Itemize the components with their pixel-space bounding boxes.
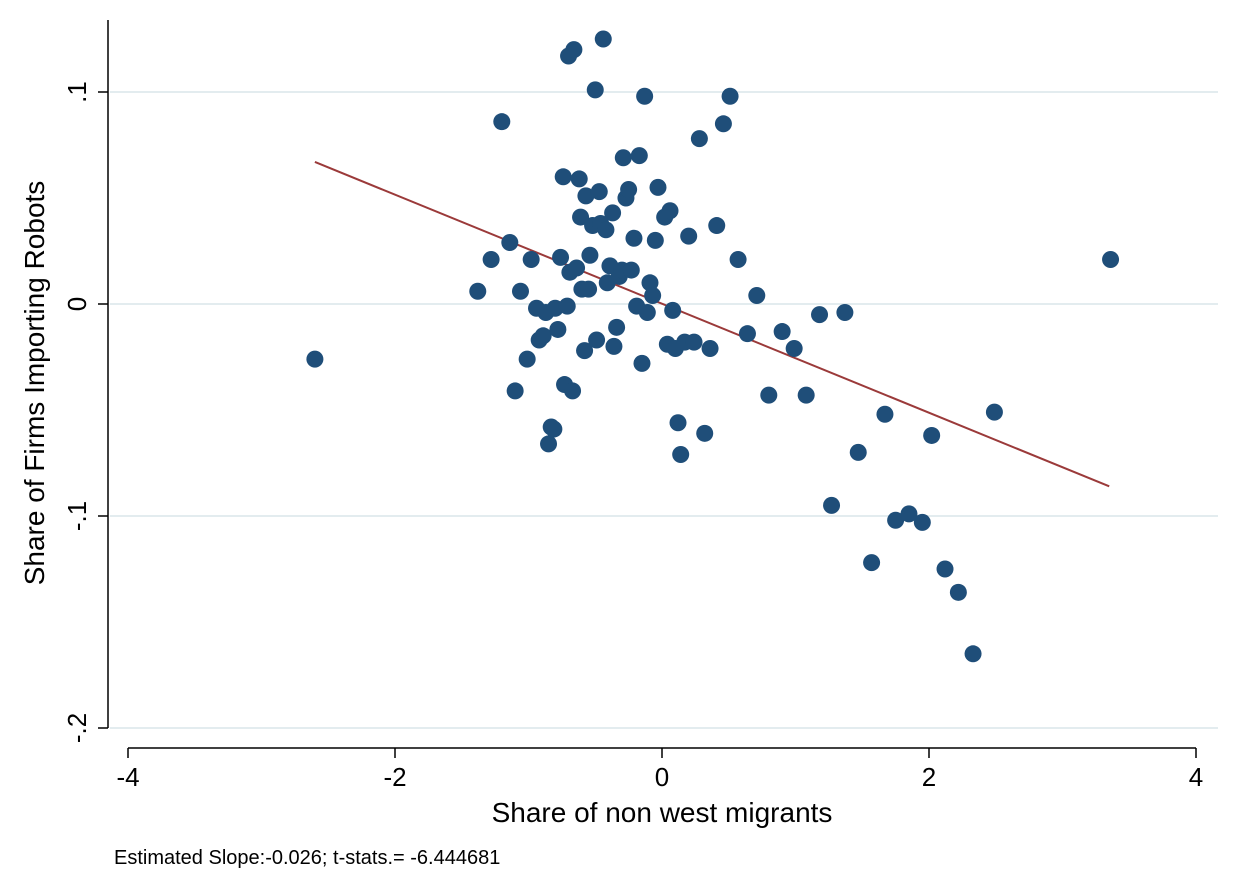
data-point <box>306 350 324 368</box>
data-point <box>714 115 732 133</box>
data-point <box>469 282 487 300</box>
data-point <box>923 426 941 444</box>
data-point <box>708 217 726 235</box>
data-point <box>577 187 595 205</box>
data-point <box>501 234 519 252</box>
data-point <box>482 250 500 268</box>
data-point <box>630 147 648 165</box>
data-point <box>696 424 714 442</box>
data-point <box>773 323 791 341</box>
x-tick-label: -2 <box>383 762 406 792</box>
data-point <box>549 320 567 338</box>
data-point <box>836 303 854 321</box>
data-point <box>823 496 841 514</box>
data-point <box>672 446 690 464</box>
data-point <box>506 382 524 400</box>
data-point <box>580 280 598 298</box>
data-point <box>605 337 623 355</box>
data-point <box>863 554 881 572</box>
chart-note: Estimated Slope:-0.026; t-stats.= -6.444… <box>114 847 500 869</box>
data-point <box>594 30 612 48</box>
data-point <box>936 560 954 578</box>
data-point <box>644 287 662 305</box>
data-point <box>604 204 622 222</box>
data-point <box>811 306 829 324</box>
data-point <box>552 248 570 266</box>
data-point <box>493 113 511 131</box>
data-point <box>985 403 1003 421</box>
data-point <box>608 318 626 336</box>
data-point <box>701 340 719 358</box>
fitted-line <box>314 161 1110 488</box>
data-point <box>597 221 615 239</box>
data-point <box>540 435 558 453</box>
data-point <box>518 350 536 368</box>
data-point <box>568 259 586 277</box>
data-point <box>760 386 778 404</box>
data-point <box>685 333 703 351</box>
data-point <box>620 181 638 199</box>
data-point <box>900 505 918 523</box>
data-point <box>738 325 756 343</box>
data-point <box>590 183 608 201</box>
y-tick-label: -.1 <box>62 501 92 531</box>
x-tick-label: 0 <box>655 762 669 792</box>
data-point <box>511 282 529 300</box>
x-tick-label: -4 <box>116 762 139 792</box>
data-point <box>636 87 654 105</box>
y-tick-label: -.2 <box>62 713 92 743</box>
axes <box>107 20 1196 749</box>
data-point <box>564 382 582 400</box>
data-point <box>1102 250 1120 268</box>
data-point <box>588 331 606 349</box>
data-point <box>887 511 905 529</box>
data-point <box>664 301 682 319</box>
x-tick-label: 4 <box>1189 762 1203 792</box>
data-point <box>638 303 656 321</box>
data-point <box>622 261 640 279</box>
data-point <box>576 342 594 360</box>
data-point <box>633 354 651 372</box>
data-point <box>913 513 931 531</box>
x-axis-title: Share of non west migrants <box>492 797 833 828</box>
data-point <box>797 386 815 404</box>
data-point <box>949 583 967 601</box>
data-point <box>646 231 664 249</box>
data-point <box>570 170 588 188</box>
data-point <box>581 246 599 264</box>
x-tick-label: 2 <box>922 762 936 792</box>
data-points <box>306 30 1120 663</box>
fit-line-group <box>314 161 1110 488</box>
data-point <box>729 250 747 268</box>
data-point <box>534 327 552 345</box>
ticks: -.2 -.1 0 .1 -4 -2 0 2 4 <box>62 81 1203 792</box>
y-tick-label: .1 <box>62 81 92 103</box>
data-point <box>849 443 867 461</box>
data-point <box>565 41 583 59</box>
data-point <box>964 645 982 663</box>
data-point <box>614 149 632 167</box>
data-point <box>690 130 708 148</box>
data-point <box>669 414 687 432</box>
data-point <box>661 202 679 220</box>
data-point <box>785 340 803 358</box>
y-axis-title: Share of Firms Importing Robots <box>19 181 50 586</box>
data-point <box>545 420 563 438</box>
data-point <box>522 250 540 268</box>
data-point <box>649 178 667 196</box>
data-point <box>876 405 894 423</box>
data-point <box>680 227 698 245</box>
data-point <box>558 297 576 315</box>
data-point <box>586 81 604 99</box>
data-point <box>641 274 659 292</box>
y-tick-label: 0 <box>62 297 92 311</box>
data-point <box>625 229 643 247</box>
data-point <box>554 168 572 186</box>
data-point <box>721 87 739 105</box>
data-point <box>572 208 590 226</box>
data-point <box>748 287 766 305</box>
